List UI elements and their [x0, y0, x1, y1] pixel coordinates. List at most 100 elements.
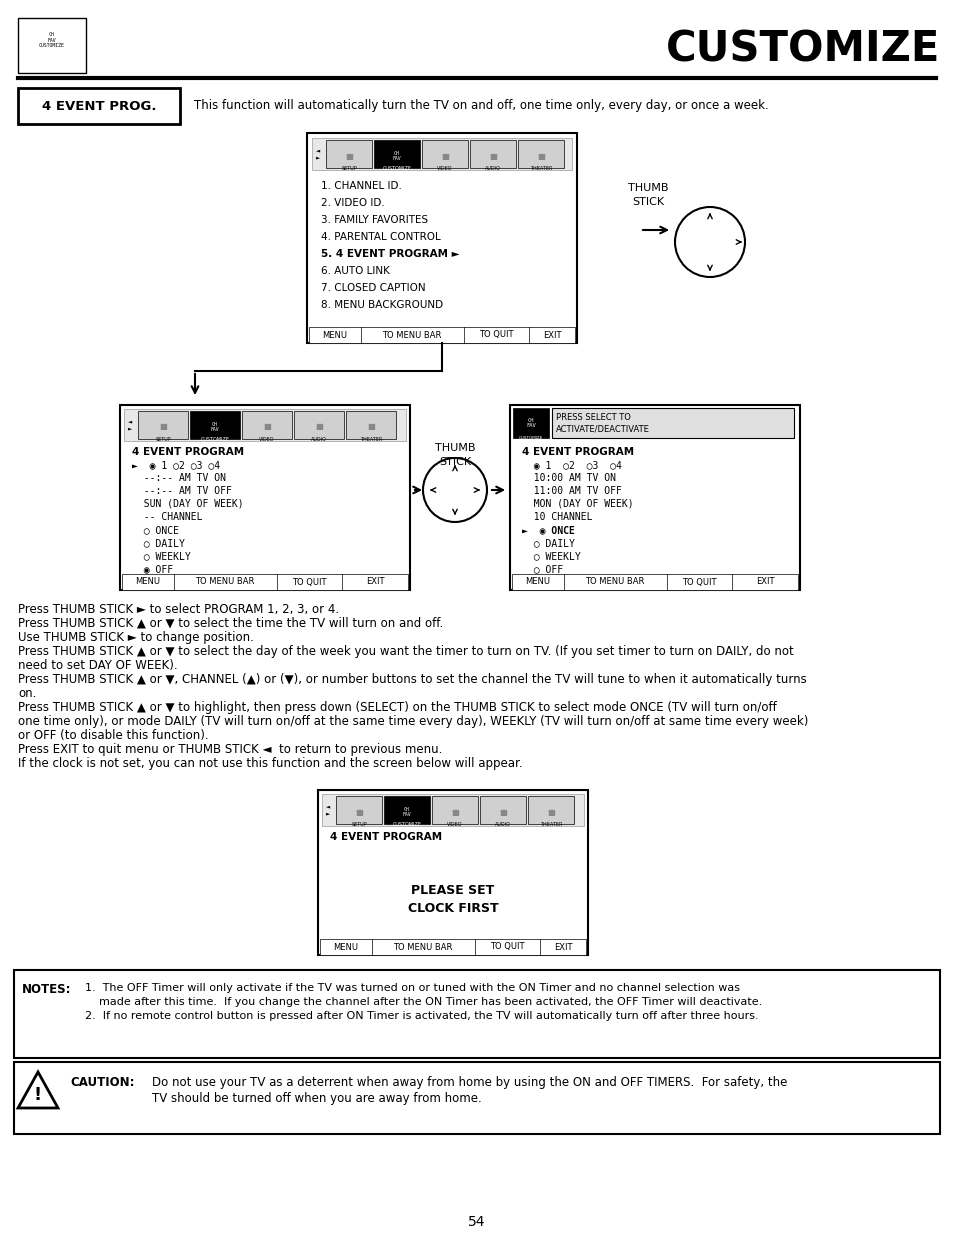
Text: ■: ■ [263, 422, 271, 431]
Text: PLEASE SET
CLOCK FIRST: PLEASE SET CLOCK FIRST [407, 884, 497, 915]
Text: --:-- AM TV OFF: --:-- AM TV OFF [132, 487, 232, 496]
Text: ►  ◉ 1 ○2 ○3 ○4: ► ◉ 1 ○2 ○3 ○4 [132, 459, 220, 471]
Text: AUDIO: AUDIO [484, 165, 500, 170]
Text: 10 CHANNEL: 10 CHANNEL [521, 513, 592, 522]
Text: ◉ 1  ○2  ○3  ○4: ◉ 1 ○2 ○3 ○4 [521, 459, 621, 471]
Text: ■: ■ [498, 808, 506, 816]
Text: TO QUIT: TO QUIT [478, 331, 513, 340]
FancyBboxPatch shape [527, 797, 574, 824]
Text: MENU: MENU [334, 942, 358, 951]
FancyBboxPatch shape [120, 405, 410, 590]
Text: ○ ONCE: ○ ONCE [132, 525, 179, 535]
FancyBboxPatch shape [517, 140, 563, 168]
FancyBboxPatch shape [552, 408, 793, 438]
Text: 4 EVENT PROGRAM: 4 EVENT PROGRAM [330, 832, 441, 842]
Text: 2.  If no remote control button is pressed after ON Timer is activated, the TV w: 2. If no remote control button is presse… [85, 1011, 758, 1021]
Text: Press THUMB STICK ► to select PROGRAM 1, 2, 3, or 4.: Press THUMB STICK ► to select PROGRAM 1,… [18, 603, 338, 616]
Text: 4. PARENTAL CONTROL: 4. PARENTAL CONTROL [320, 232, 440, 242]
Text: TO QUIT: TO QUIT [489, 942, 524, 951]
FancyBboxPatch shape [14, 969, 939, 1058]
FancyBboxPatch shape [294, 411, 344, 438]
Text: Press EXIT to quit menu or THUMB STICK ◄  to return to previous menu.: Press EXIT to quit menu or THUMB STICK ◄… [18, 743, 442, 756]
Text: made after this time.  If you change the channel after the ON Timer has been act: made after this time. If you change the … [85, 997, 761, 1007]
Text: ■: ■ [159, 422, 167, 431]
Text: ◄
►: ◄ ► [326, 804, 330, 816]
Text: ○ WEEKLY: ○ WEEKLY [521, 551, 580, 561]
Text: Press THUMB STICK ▲ or ▼, CHANNEL (▲) or (▼), or number buttons to set the chann: Press THUMB STICK ▲ or ▼, CHANNEL (▲) or… [18, 673, 806, 685]
FancyBboxPatch shape [307, 133, 577, 343]
Text: !: ! [34, 1086, 42, 1104]
Circle shape [675, 207, 744, 277]
Text: CH
FAV: CH FAV [525, 417, 536, 429]
FancyBboxPatch shape [312, 138, 572, 170]
Text: 54: 54 [468, 1215, 485, 1229]
Text: VIDEO: VIDEO [259, 437, 274, 442]
Text: ■: ■ [367, 422, 375, 431]
FancyBboxPatch shape [309, 327, 575, 343]
Text: THEATER: THEATER [529, 165, 552, 170]
Text: Press THUMB STICK ▲ or ▼ to select the time the TV will turn on and off.: Press THUMB STICK ▲ or ▼ to select the t… [18, 618, 443, 630]
Text: SETUP: SETUP [351, 823, 366, 827]
Text: CH
FAV: CH FAV [393, 151, 401, 162]
FancyBboxPatch shape [317, 790, 587, 955]
Text: Use THUMB STICK ► to change position.: Use THUMB STICK ► to change position. [18, 631, 253, 643]
Text: VIDEO: VIDEO [436, 165, 453, 170]
Text: Press THUMB STICK ▲ or ▼ to highlight, then press down (SELECT) on the THUMB STI: Press THUMB STICK ▲ or ▼ to highlight, t… [18, 701, 776, 714]
Text: If the clock is not set, you can not use this function and the screen below will: If the clock is not set, you can not use… [18, 757, 522, 769]
Text: Do not use your TV as a deterrent when away from home by using the ON and OFF TI: Do not use your TV as a deterrent when a… [152, 1076, 786, 1089]
Text: SETUP: SETUP [155, 437, 171, 442]
Text: ■: ■ [451, 808, 458, 816]
Text: 11:00 AM TV OFF: 11:00 AM TV OFF [521, 487, 621, 496]
FancyBboxPatch shape [319, 939, 585, 955]
FancyBboxPatch shape [322, 794, 583, 826]
Text: 10:00 AM TV ON: 10:00 AM TV ON [521, 473, 616, 483]
Text: 4 EVENT PROGRAM: 4 EVENT PROGRAM [132, 447, 244, 457]
Text: --:-- AM TV ON: --:-- AM TV ON [132, 473, 226, 483]
FancyBboxPatch shape [190, 411, 240, 438]
Text: EXIT: EXIT [365, 578, 384, 587]
Text: one time only), or mode DAILY (TV will turn on/off at the same time every day), : one time only), or mode DAILY (TV will t… [18, 715, 807, 727]
Text: VIDEO: VIDEO [447, 823, 462, 827]
Text: -- CHANNEL: -- CHANNEL [132, 513, 202, 522]
Text: MENU: MENU [525, 578, 550, 587]
FancyBboxPatch shape [242, 411, 292, 438]
Text: MENU: MENU [322, 331, 347, 340]
Text: EXIT: EXIT [542, 331, 560, 340]
Text: PRESS SELECT TO
ACTIVATE/DEACTIVATE: PRESS SELECT TO ACTIVATE/DEACTIVATE [556, 412, 649, 433]
Text: ■: ■ [546, 808, 555, 816]
Text: ○ DAILY: ○ DAILY [521, 538, 575, 548]
Text: THUMB
STICK: THUMB STICK [627, 183, 667, 207]
Text: TV should be turned off when you are away from home.: TV should be turned off when you are awa… [152, 1092, 481, 1105]
Text: CUSTOMIZE: CUSTOMIZE [382, 165, 411, 170]
Text: CH
FAV
CUSTOMIZE: CH FAV CUSTOMIZE [39, 32, 65, 48]
Text: CH
FAV: CH FAV [211, 421, 219, 432]
Text: ○ WEEKLY: ○ WEEKLY [132, 551, 191, 561]
Text: THUMB
STICK: THUMB STICK [435, 443, 475, 467]
FancyBboxPatch shape [335, 797, 381, 824]
Text: THEATER: THEATER [539, 823, 561, 827]
Text: ○ OFF: ○ OFF [521, 564, 562, 574]
Text: TO QUIT: TO QUIT [292, 578, 326, 587]
Text: 5. 4 EVENT PROGRAM ►: 5. 4 EVENT PROGRAM ► [320, 249, 459, 259]
FancyBboxPatch shape [421, 140, 468, 168]
Text: ○ DAILY: ○ DAILY [132, 538, 185, 548]
Text: CH
FAV: CH FAV [402, 806, 411, 818]
FancyBboxPatch shape [138, 411, 188, 438]
FancyBboxPatch shape [346, 411, 395, 438]
Text: 6. AUTO LINK: 6. AUTO LINK [320, 266, 390, 275]
FancyBboxPatch shape [374, 140, 419, 168]
Text: Press THUMB STICK ▲ or ▼ to select the day of the week you want the timer to tur: Press THUMB STICK ▲ or ▼ to select the d… [18, 645, 793, 658]
FancyBboxPatch shape [432, 797, 477, 824]
Text: 1.  The OFF Timer will only activate if the TV was turned on or tuned with the O: 1. The OFF Timer will only activate if t… [85, 983, 740, 993]
Text: MON (DAY OF WEEK): MON (DAY OF WEEK) [521, 499, 633, 509]
Text: ■: ■ [440, 152, 449, 161]
Text: ◄
►: ◄ ► [315, 147, 320, 161]
FancyBboxPatch shape [510, 405, 800, 590]
Text: ■: ■ [489, 152, 497, 161]
Text: ■: ■ [355, 808, 362, 816]
Text: SETUP: SETUP [341, 165, 356, 170]
Text: MENU: MENU [135, 578, 160, 587]
Text: ■: ■ [345, 152, 353, 161]
Text: CUSTOMIZE: CUSTOMIZE [665, 28, 939, 70]
Text: AUDIO: AUDIO [495, 823, 511, 827]
